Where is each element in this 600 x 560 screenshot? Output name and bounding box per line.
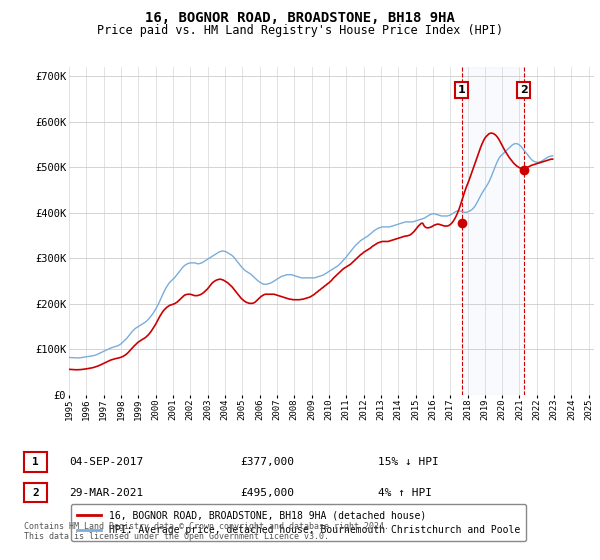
Text: 29-MAR-2021: 29-MAR-2021: [69, 488, 143, 498]
Text: 2: 2: [32, 488, 39, 498]
Text: 04-SEP-2017: 04-SEP-2017: [69, 457, 143, 467]
Text: 1: 1: [32, 457, 39, 467]
Text: £495,000: £495,000: [240, 488, 294, 498]
Text: 2: 2: [520, 85, 528, 95]
Text: Price paid vs. HM Land Registry's House Price Index (HPI): Price paid vs. HM Land Registry's House …: [97, 24, 503, 37]
Bar: [462, 67, 524, 395]
Text: 15% ↓ HPI: 15% ↓ HPI: [378, 457, 439, 467]
Text: 16, BOGNOR ROAD, BROADSTONE, BH18 9HA: 16, BOGNOR ROAD, BROADSTONE, BH18 9HA: [145, 11, 455, 25]
Text: 1: 1: [458, 85, 466, 95]
Legend: 16, BOGNOR ROAD, BROADSTONE, BH18 9HA (detached house), HPI: Average price, deta: 16, BOGNOR ROAD, BROADSTONE, BH18 9HA (d…: [71, 505, 526, 541]
Text: Contains HM Land Registry data © Crown copyright and database right 2024.
This d: Contains HM Land Registry data © Crown c…: [24, 522, 389, 542]
Text: £377,000: £377,000: [240, 457, 294, 467]
Text: 4% ↑ HPI: 4% ↑ HPI: [378, 488, 432, 498]
